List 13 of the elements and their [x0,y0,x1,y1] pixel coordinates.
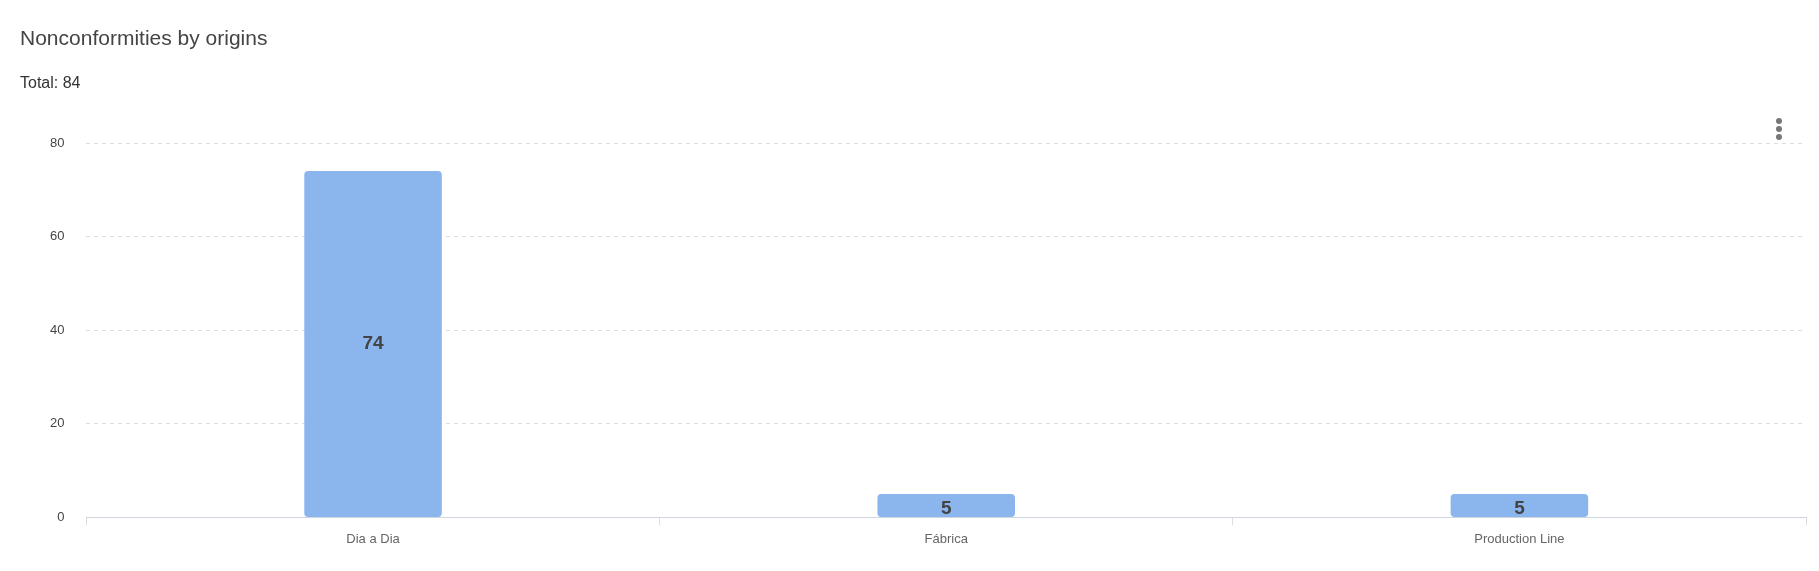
chart-title: Nonconformities by origins [20,26,268,50]
y-tick-label: 80 [49,134,65,150]
y-tick-label: 0 [57,508,65,524]
data-label: 74 [362,332,385,354]
x-tick-label: Dia a Dia [346,530,401,546]
data-label: 5 [940,496,952,518]
y-tick-label: 40 [49,321,65,337]
y-tick-label: 60 [49,228,65,244]
y-tick-label: 20 [49,415,65,431]
x-tick-label: Fábrica [924,530,969,546]
data-label: 5 [1514,496,1526,518]
chart-subtitle: Total: 84 [20,74,81,92]
x-tick-label: Production Line [1474,530,1565,546]
